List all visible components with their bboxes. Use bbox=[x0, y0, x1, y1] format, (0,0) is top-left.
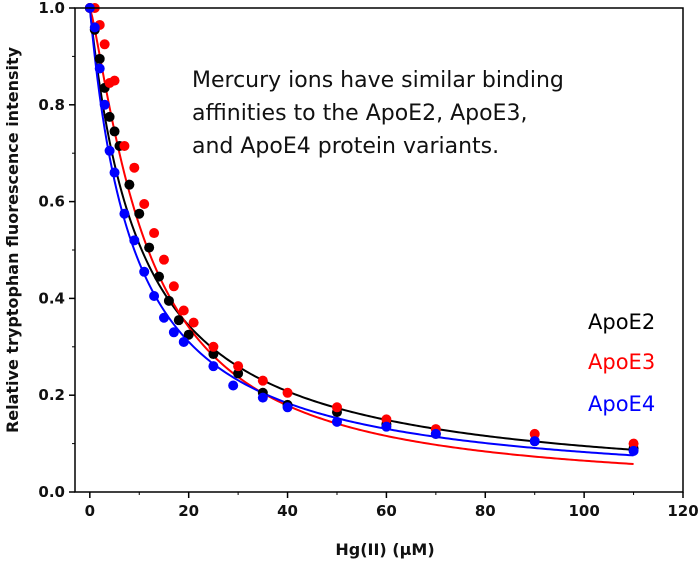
y-tick-label: 0.8 bbox=[38, 96, 65, 114]
y-tick-label: 0.0 bbox=[38, 483, 65, 501]
data-point-apoe3 bbox=[282, 387, 293, 398]
data-point-apoe4 bbox=[178, 336, 189, 347]
data-point-apoe3 bbox=[381, 414, 392, 425]
data-point-apoe2 bbox=[94, 53, 105, 64]
data-point-apoe3 bbox=[628, 438, 639, 449]
legend-apoe4: ApoE4 bbox=[588, 392, 655, 416]
data-point-apoe3 bbox=[233, 361, 244, 372]
data-point-apoe3 bbox=[188, 317, 199, 328]
data-point-apoe4 bbox=[282, 402, 293, 413]
x-tick-label: 120 bbox=[667, 502, 698, 520]
data-point-apoe3 bbox=[149, 228, 160, 239]
data-point-apoe3 bbox=[139, 199, 150, 210]
data-point-apoe3 bbox=[168, 281, 179, 292]
x-tick-label: 60 bbox=[376, 502, 397, 520]
data-point-apoe4 bbox=[158, 312, 169, 323]
y-tick-label: 1.0 bbox=[38, 0, 65, 17]
data-point-apoe2 bbox=[183, 329, 194, 340]
legend-apoe3: ApoE3 bbox=[588, 350, 655, 374]
annotation-line-1: Mercury ions have similar binding bbox=[192, 68, 564, 93]
annotation-line-2: affinities to the ApoE2, ApoE3, bbox=[192, 101, 527, 126]
legend-apoe2: ApoE2 bbox=[588, 310, 655, 334]
chart-marks bbox=[84, 3, 639, 465]
data-point-apoe3 bbox=[257, 375, 268, 386]
data-point-apoe2 bbox=[208, 349, 219, 360]
data-point-apoe2 bbox=[134, 208, 145, 219]
data-point-apoe2 bbox=[233, 368, 244, 379]
data-point-apoe2 bbox=[109, 126, 120, 137]
y-tick-label: 0.6 bbox=[38, 193, 65, 211]
data-point-apoe2 bbox=[104, 111, 115, 122]
data-point-apoe4 bbox=[89, 22, 100, 33]
data-point-apoe2 bbox=[173, 315, 184, 326]
data-point-apoe3 bbox=[119, 140, 130, 151]
data-point-apoe4 bbox=[430, 428, 441, 439]
data-point-apoe4 bbox=[99, 99, 110, 110]
data-point-apoe4 bbox=[109, 167, 120, 178]
data-point-apoe3 bbox=[99, 39, 110, 50]
data-point-apoe3 bbox=[331, 402, 342, 413]
fit-curve-apoe3 bbox=[88, 7, 634, 465]
data-point-apoe4 bbox=[331, 416, 342, 427]
data-point-apoe4 bbox=[381, 421, 392, 432]
data-point-apoe4 bbox=[104, 145, 115, 156]
data-point-apoe4 bbox=[529, 436, 540, 447]
data-point-apoe4 bbox=[139, 266, 150, 277]
data-point-apoe2 bbox=[154, 271, 165, 282]
data-point-apoe3 bbox=[158, 254, 169, 265]
data-point-apoe3 bbox=[178, 305, 189, 316]
x-tick-label: 80 bbox=[475, 502, 496, 520]
data-point-apoe4 bbox=[129, 235, 140, 246]
y-tick-label: 0.2 bbox=[38, 386, 65, 404]
x-tick-label: 40 bbox=[277, 502, 298, 520]
x-tick-label: 20 bbox=[178, 502, 199, 520]
data-point-apoe3 bbox=[129, 162, 140, 173]
data-point-apoe2 bbox=[124, 179, 135, 190]
data-point-apoe4 bbox=[208, 361, 219, 372]
data-point-apoe4 bbox=[228, 380, 239, 391]
x-tick-label: 0 bbox=[85, 502, 95, 520]
y-axis-title: Relative tryptophan fluorescence intensi… bbox=[3, 46, 22, 433]
data-point-apoe4 bbox=[257, 392, 268, 403]
chart-axes: 0 20 40 60 80 100 120 0.0 0.2 0.4 0.6 0.8 1.0 bbox=[38, 0, 698, 520]
data-point-apoe4 bbox=[119, 208, 130, 219]
data-point-apoe4 bbox=[94, 63, 105, 74]
data-point-apoe3 bbox=[529, 428, 540, 439]
data-point-apoe4 bbox=[149, 290, 160, 301]
data-point-apoe4 bbox=[628, 445, 639, 456]
x-axis-title: Hg(II) (µM) bbox=[335, 540, 434, 559]
data-point-apoe3 bbox=[109, 75, 120, 86]
annotation-line-3: and ApoE4 protein variants. bbox=[192, 134, 499, 159]
data-point-apoe2 bbox=[163, 295, 174, 306]
data-point-apoe3 bbox=[208, 341, 219, 352]
data-point-apoe4 bbox=[168, 327, 179, 338]
fit-curve-apoe4 bbox=[88, 7, 634, 457]
x-tick-label: 100 bbox=[568, 502, 599, 520]
data-point-apoe2 bbox=[144, 242, 155, 253]
y-tick-label: 0.4 bbox=[38, 289, 65, 307]
